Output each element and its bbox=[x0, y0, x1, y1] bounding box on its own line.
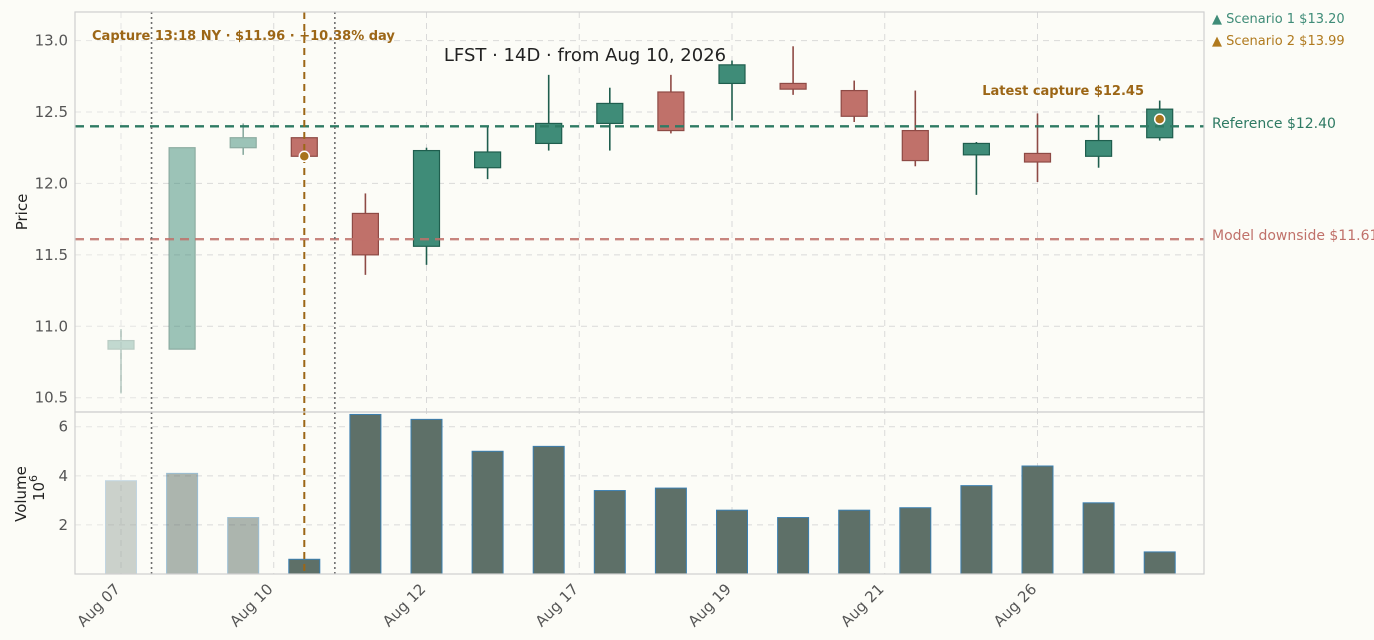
time-tick-label: Aug 26 bbox=[990, 580, 1040, 630]
candle-body bbox=[657, 91, 685, 132]
reference-label: Reference $12.40 bbox=[1212, 116, 1336, 132]
chart-title: LFST · 14D · from Aug 10, 2026 bbox=[444, 45, 726, 66]
volume-bar bbox=[838, 509, 871, 575]
candle-body bbox=[1023, 152, 1052, 163]
price-tick-label: 13.0 bbox=[35, 32, 68, 50]
candle-body bbox=[840, 89, 868, 117]
volume-bar bbox=[1082, 502, 1115, 575]
candle-body bbox=[718, 64, 746, 85]
price-tick-label: 11.0 bbox=[35, 317, 68, 335]
volume-bar bbox=[532, 445, 565, 575]
volume-bar bbox=[1143, 551, 1176, 575]
volume-bar bbox=[654, 487, 687, 575]
scenario-2-label: ▲ Scenario 2 $13.99 bbox=[1212, 34, 1345, 49]
candle bbox=[474, 126, 502, 180]
reference-lines-layer bbox=[75, 12, 1204, 574]
volume-tick-label: 6 bbox=[58, 418, 68, 436]
volume-axis-title: Volume bbox=[12, 466, 30, 522]
time-tick-label: Aug 12 bbox=[379, 580, 429, 630]
volume-bar bbox=[960, 485, 993, 575]
volume-bar bbox=[899, 507, 932, 575]
volume-unit-label: 106 bbox=[27, 475, 48, 501]
candle bbox=[718, 60, 746, 121]
grid-layer bbox=[75, 12, 1204, 574]
candle bbox=[1023, 113, 1052, 182]
price-axis-title: Price bbox=[13, 194, 31, 231]
candle-body bbox=[535, 122, 563, 145]
price-tick-label: 12.5 bbox=[35, 103, 68, 121]
candle bbox=[535, 74, 563, 151]
volume-bar bbox=[410, 418, 443, 575]
scenario-1-label: ▲ Scenario 1 $13.20 bbox=[1212, 12, 1345, 27]
volume-tick-label: 4 bbox=[58, 467, 68, 485]
price-tick-label: 11.5 bbox=[35, 246, 68, 264]
candle bbox=[901, 90, 929, 167]
capture-marker bbox=[1153, 113, 1166, 125]
volume-bar bbox=[593, 490, 626, 575]
price-tick-label: 12.0 bbox=[35, 174, 68, 192]
candle-body bbox=[412, 149, 441, 247]
candle-body bbox=[596, 102, 624, 125]
price-panel-frame bbox=[74, 11, 1205, 413]
volume-bar bbox=[227, 517, 260, 575]
time-tick-label: Aug 17 bbox=[532, 580, 582, 630]
volume-bar bbox=[349, 413, 382, 575]
volume-bar bbox=[1021, 465, 1054, 575]
time-tick-label: Aug 07 bbox=[74, 580, 124, 630]
capture-marker bbox=[298, 150, 311, 163]
capture-annotation: Capture 13:18 NY · $11.96 · +10.38% day bbox=[92, 29, 395, 44]
candle-body bbox=[229, 137, 257, 149]
candle-body bbox=[779, 82, 807, 90]
candle bbox=[596, 87, 624, 151]
candle-body bbox=[474, 151, 502, 169]
candle bbox=[107, 329, 135, 394]
volume-bars-layer bbox=[105, 413, 1176, 575]
candle bbox=[1084, 114, 1113, 168]
volume-bar bbox=[716, 509, 748, 575]
latest-capture-annotation: Latest capture $12.45 bbox=[982, 84, 1144, 99]
volume-bar bbox=[105, 480, 137, 575]
candle bbox=[962, 142, 991, 195]
volume-bar bbox=[166, 472, 199, 575]
time-tick-label: Aug 10 bbox=[226, 580, 276, 630]
volume-bar bbox=[471, 450, 504, 575]
time-tick-label: Aug 19 bbox=[685, 580, 735, 630]
volume-tick-label: 2 bbox=[58, 516, 68, 534]
candle bbox=[779, 46, 807, 95]
candle bbox=[351, 193, 379, 275]
candle-body bbox=[168, 147, 196, 350]
candle-body bbox=[962, 142, 991, 156]
volume-panel-frame bbox=[74, 411, 1205, 575]
candle bbox=[168, 147, 196, 350]
candle-body bbox=[901, 129, 929, 162]
candle bbox=[657, 74, 685, 134]
candle-body bbox=[1084, 139, 1113, 157]
time-tick-label: Aug 21 bbox=[837, 580, 887, 630]
candle-body bbox=[351, 212, 379, 256]
price-tick-label: 10.5 bbox=[35, 389, 68, 407]
volume-bar bbox=[777, 517, 810, 575]
frame-layer bbox=[74, 11, 1205, 575]
candles-layer bbox=[107, 46, 1174, 394]
candle bbox=[840, 80, 868, 122]
labels-layer: LFST · 14D · from Aug 10, 2026 Price Vol… bbox=[12, 12, 1374, 630]
candle bbox=[229, 123, 257, 155]
candle bbox=[412, 147, 441, 265]
downside-label: Model downside $11.61 bbox=[1212, 228, 1374, 244]
pre-window-fade bbox=[75, 12, 153, 574]
fade-overlay-layer bbox=[75, 12, 153, 574]
candle-body bbox=[107, 339, 135, 350]
